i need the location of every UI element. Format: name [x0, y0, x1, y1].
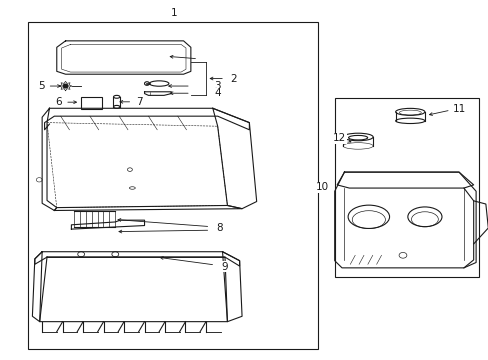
Bar	[27, 22, 317, 348]
Text: 1: 1	[170, 8, 177, 18]
Text: 6: 6	[55, 97, 61, 107]
Text: 11: 11	[451, 104, 465, 114]
Text: 5: 5	[38, 81, 44, 91]
Bar	[81, 97, 102, 109]
Bar	[334, 98, 478, 277]
Text: 9: 9	[221, 262, 228, 272]
Text: 10: 10	[315, 182, 328, 192]
Text: 2: 2	[229, 73, 236, 84]
Text: 7: 7	[136, 97, 142, 107]
Text: 3: 3	[214, 81, 221, 91]
Text: 12: 12	[332, 133, 346, 143]
Text: 4: 4	[214, 88, 221, 98]
Text: 8: 8	[215, 224, 222, 233]
Circle shape	[63, 84, 68, 88]
